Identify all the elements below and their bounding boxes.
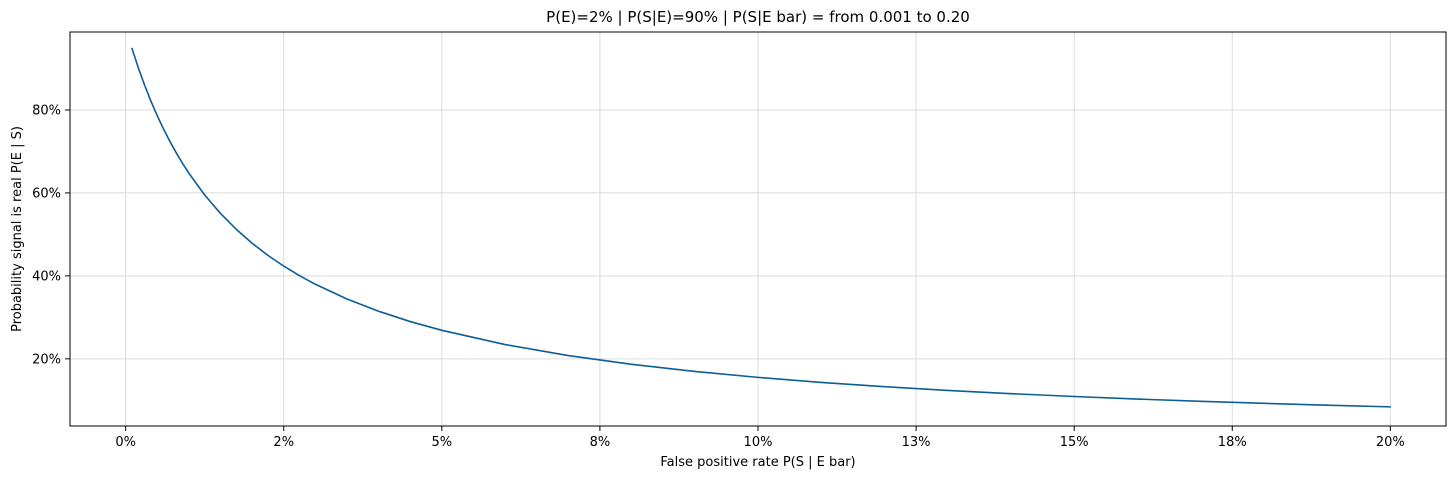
x-tick-label: 18% [1218,435,1247,450]
y-axis-label: Probability signal is real P(E | S) [10,126,25,332]
y-tick-label: 20% [32,352,61,367]
x-tick-label: 20% [1376,435,1405,450]
x-tick-label: 13% [902,435,931,450]
x-tick-label: 8% [590,435,611,450]
x-tick-label: 5% [432,435,453,450]
series-layer [131,47,1392,408]
chart-title: P(E)=2% | P(S|E)=90% | P(S|E bar) = from… [546,8,970,26]
x-axis: 0% 2% 5% 8% 10% 13% 15% 18% 20% [115,426,1405,450]
x-tick-label: 10% [744,435,773,450]
y-axis: 20% 40% 60% 80% [32,103,70,367]
series-line [131,47,1392,408]
x-tick-label: 15% [1060,435,1089,450]
y-tick-label: 40% [32,269,61,284]
x-tick-label: 2% [273,435,294,450]
y-tick-label: 80% [32,103,61,118]
x-axis-label: False positive rate P(S | E bar) [660,455,855,470]
x-tick-label: 0% [115,435,136,450]
y-tick-label: 60% [32,186,61,201]
